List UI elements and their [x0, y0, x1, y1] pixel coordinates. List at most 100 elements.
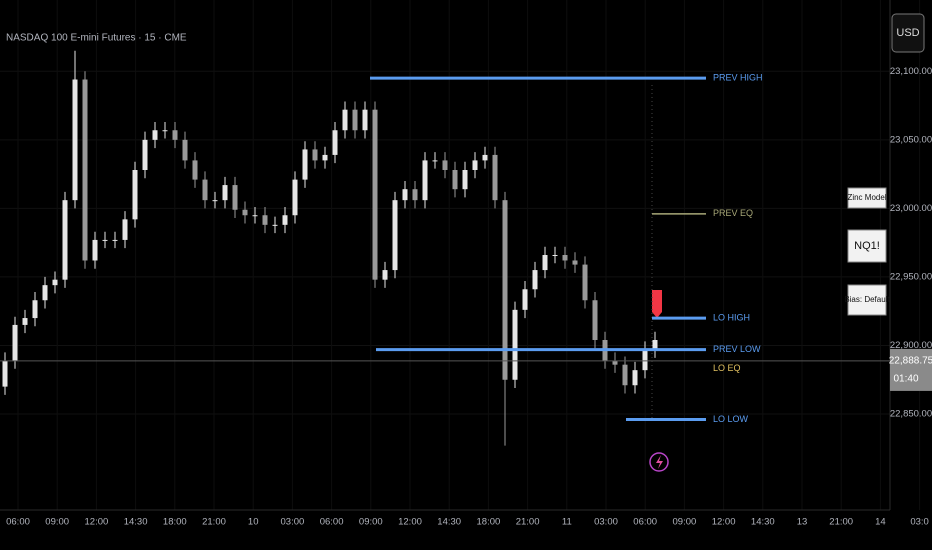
candle-body [162, 130, 168, 132]
x-tick-label: 03:00 [281, 517, 305, 528]
candle-body [432, 160, 438, 162]
candle-body [412, 189, 418, 201]
candle-body [262, 215, 268, 225]
countdown-label: 01:40 [893, 374, 918, 385]
y-tick-label: 23,100.00 [890, 66, 932, 77]
candle-body [572, 260, 578, 265]
candle-body [332, 130, 338, 155]
candle-body [352, 109, 358, 131]
widget-box [847, 284, 887, 316]
x-tick-label: 12:00 [85, 517, 109, 528]
x-tick-label: 21:00 [202, 517, 226, 528]
candle-body [32, 300, 38, 319]
candle-body [632, 370, 638, 386]
level-label: LO HIGH [713, 312, 750, 322]
widget-label: NQ1! [854, 240, 880, 252]
candle-body [542, 255, 548, 271]
signal-marker [652, 290, 662, 318]
candle-body [192, 160, 198, 180]
candle-body [442, 160, 448, 170]
candle-body [452, 170, 458, 190]
candle-body [392, 200, 398, 271]
widget-box [847, 187, 887, 209]
x-tick-label: 18:00 [163, 517, 187, 528]
candle-body [652, 340, 658, 350]
candle-body [462, 170, 468, 190]
level-label: PREV HIGH [713, 73, 763, 83]
candle-body [302, 149, 308, 180]
x-tick-label: 12:00 [712, 517, 736, 528]
candle-body [52, 279, 58, 286]
x-tick-label: 06:00 [633, 517, 657, 528]
candle-body [172, 130, 178, 140]
candle-body [482, 154, 488, 161]
widget-label: Zinc Model [847, 193, 886, 202]
candle-body [562, 255, 568, 261]
candle-body [212, 200, 218, 202]
candle-body [502, 200, 508, 380]
x-tick-label: 13 [797, 517, 808, 528]
candle-body [2, 360, 8, 387]
x-tick-label: 14 [875, 517, 886, 528]
alert-icon[interactable] [649, 452, 669, 472]
x-tick-label: 14:30 [437, 517, 461, 528]
y-tick-label: 22,850.00 [890, 409, 932, 420]
x-tick-label: 06:00 [320, 517, 344, 528]
x-tick-label: 18:00 [477, 517, 501, 528]
x-tick-label: 03:00 [594, 517, 618, 528]
candle-body [362, 109, 368, 131]
candle-body [592, 300, 598, 340]
candle-body [232, 185, 238, 210]
level-label: PREV LOW [713, 344, 761, 354]
candle-body [422, 160, 428, 201]
y-tick-label: 22,900.00 [890, 340, 932, 351]
x-tick-label: 09:00 [359, 517, 383, 528]
y-tick-label: 23,050.00 [890, 134, 932, 145]
candle-body [292, 179, 298, 216]
candle-body [132, 170, 138, 220]
candle-body [222, 185, 228, 201]
last-price-label: 22,888.75 [889, 356, 932, 367]
candle-body [272, 224, 278, 226]
x-tick-label: 14:30 [124, 517, 148, 528]
symbol-title: NASDAQ 100 E-mini Futures · 15 · CME [6, 33, 187, 44]
candle-body [112, 239, 118, 241]
candle-body [512, 309, 518, 380]
last-price-box [890, 348, 932, 391]
alert-bolt [656, 455, 663, 469]
currency-button[interactable] [891, 13, 925, 53]
candle-body [522, 289, 528, 310]
candle-body [612, 360, 618, 365]
widget-box [847, 229, 887, 263]
widget-label: Bias: Default [844, 295, 890, 304]
candle-body [182, 139, 188, 161]
candle-body [252, 215, 258, 217]
candle-body [552, 255, 558, 256]
x-tick-label: 09:00 [45, 517, 69, 528]
candle-body [142, 139, 148, 170]
candle-body [102, 239, 108, 241]
x-tick-label: 12:00 [398, 517, 422, 528]
candle-body [342, 109, 348, 131]
candle-body [532, 270, 538, 290]
candle-body [152, 130, 158, 140]
candle-body [322, 154, 328, 161]
x-tick-label: 10 [248, 517, 259, 528]
candle-body [242, 209, 248, 216]
candle-body [312, 149, 318, 161]
candle-body [382, 270, 388, 280]
level-label: PREV EQ [713, 208, 753, 218]
candle-body [12, 324, 18, 361]
candle-body [82, 79, 88, 261]
candle-body [72, 79, 78, 201]
x-tick-label: 21:00 [829, 517, 853, 528]
candle-body [472, 160, 478, 170]
y-tick-label: 23,000.00 [890, 203, 932, 214]
candle-body [402, 189, 408, 201]
currency-label[interactable]: USD [896, 27, 919, 39]
level-label: LO EQ [713, 363, 741, 373]
x-tick-label: 21:00 [516, 517, 540, 528]
candle-body [622, 364, 628, 386]
